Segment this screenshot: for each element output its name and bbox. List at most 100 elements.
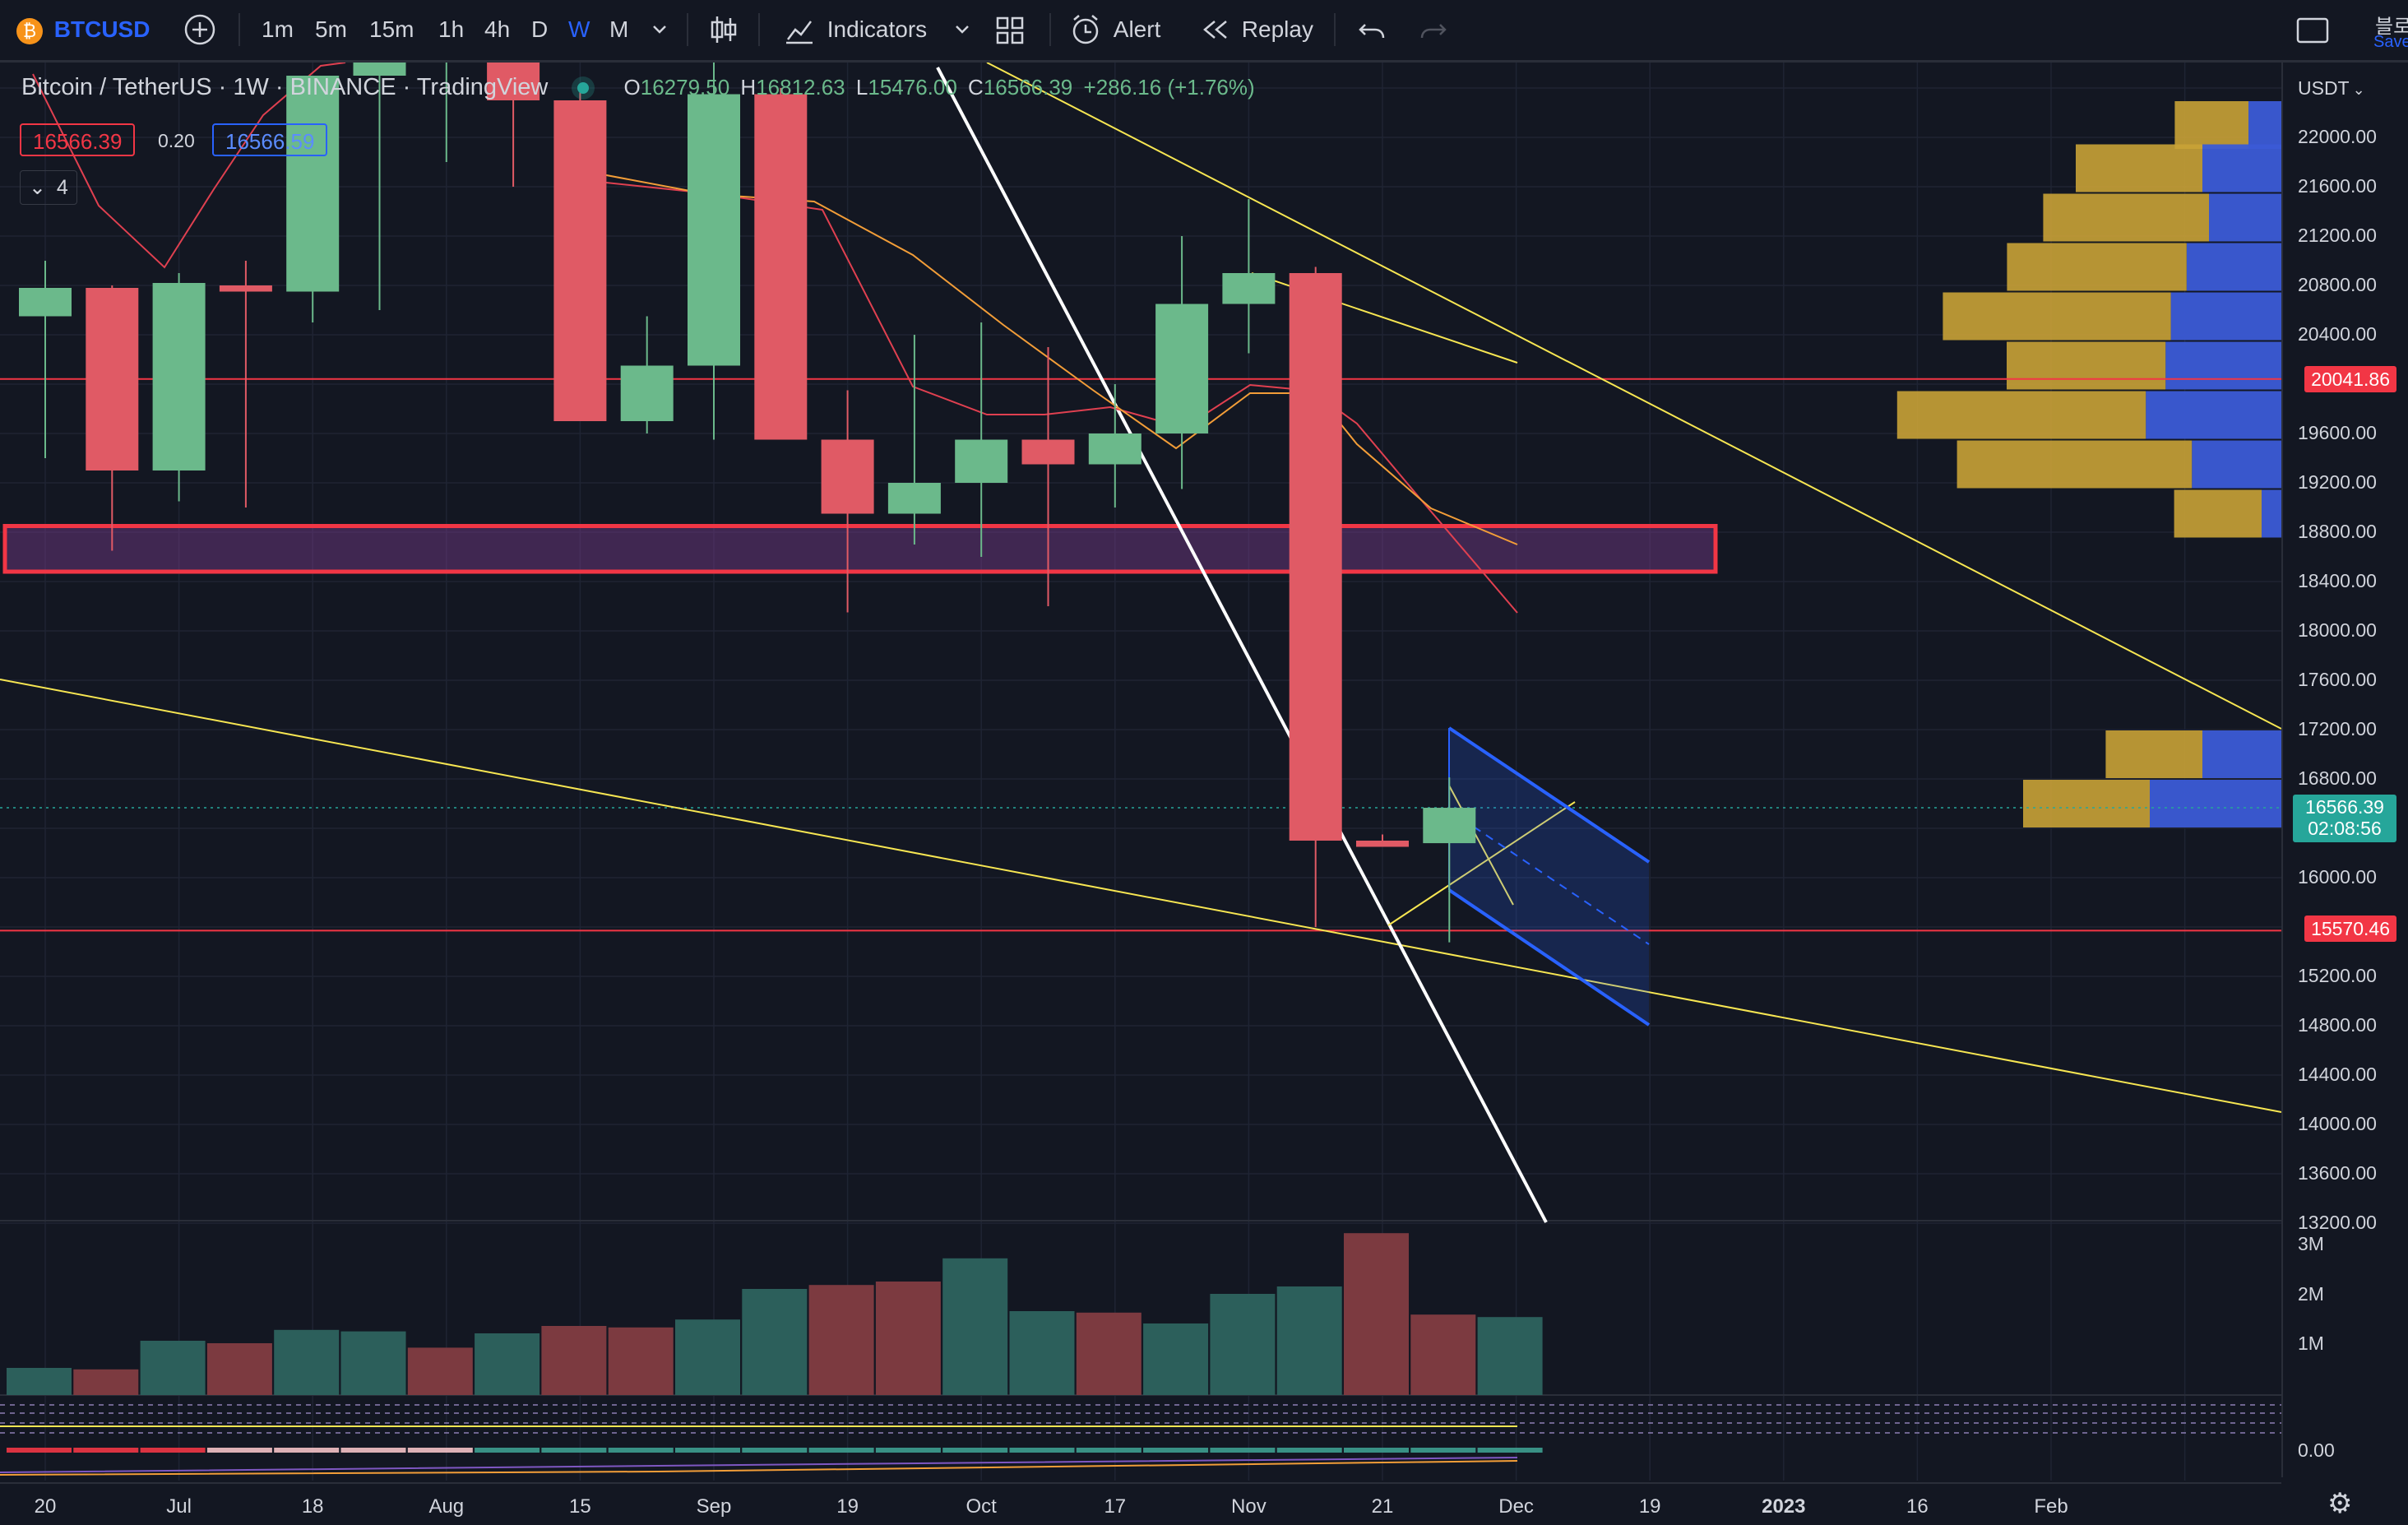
price-tick: 14000.00: [2298, 1113, 2377, 1134]
volume-bar: [7, 1368, 72, 1395]
rewind-icon: [1203, 21, 1227, 39]
interval-1h[interactable]: 1h: [438, 16, 465, 42]
time-tick: Nov: [1231, 1495, 1267, 1518]
time-tick: 18: [301, 1495, 324, 1518]
oscillator-signal: [0, 1460, 1518, 1476]
interval-5m[interactable]: 5m: [315, 16, 347, 42]
candle-type-icon[interactable]: [707, 0, 740, 59]
sell-price-box[interactable]: 16566.39: [20, 123, 136, 156]
volume-bar: [541, 1326, 607, 1395]
last-price-tag: 16566.39 02:08:56: [2293, 795, 2396, 842]
chart-legend: Bitcoin / TetherUS · 1W · BINANCE · Trad…: [21, 74, 1255, 101]
redo-icon[interactable]: [1419, 0, 1448, 59]
trend-segment: [1387, 801, 1576, 926]
interval-d[interactable]: D: [531, 16, 549, 42]
layout-grid-icon[interactable]: [995, 0, 1025, 59]
blog-label[interactable]: 블로그: [2375, 16, 2408, 38]
moving-average-red: [32, 63, 346, 269]
undo-icon[interactable]: [1357, 0, 1387, 59]
legend-open-label: O: [623, 75, 641, 100]
volume-profile-sell: [2150, 780, 2281, 827]
oscillator-histogram: [407, 1448, 473, 1453]
candle-body: [353, 63, 406, 76]
oscillator-histogram: [1410, 1448, 1476, 1453]
time-tick: 17: [1104, 1495, 1127, 1518]
replay-label: Replay: [1241, 16, 1313, 42]
interval-w[interactable]: W: [568, 16, 590, 42]
indicators-label: Indicators: [827, 16, 928, 42]
volume-profile-buy: [1956, 440, 2193, 489]
candle-body: [1423, 808, 1476, 844]
time-tick: 21: [1371, 1495, 1394, 1518]
save-link[interactable]: Save: [2373, 33, 2408, 51]
oscillator-histogram: [274, 1448, 340, 1453]
volume-profile-buy: [2023, 780, 2150, 827]
volume-profile-sell: [2262, 489, 2281, 538]
horizontal-levels: [0, 378, 2281, 932]
symbol-search[interactable]: ₿ BTCUSD: [16, 0, 150, 59]
volume-tick-2m: 2M: [2298, 1283, 2324, 1305]
chart-canvas[interactable]: [0, 63, 2408, 1523]
candle-body: [620, 365, 674, 421]
volume-profile-buy: [2174, 101, 2248, 149]
oscillator-histogram: [675, 1448, 740, 1453]
alarm-clock-icon: [1072, 15, 1099, 44]
fullscreen-icon[interactable]: [2295, 0, 2331, 59]
alert-button[interactable]: Alert: [1069, 0, 1160, 59]
volume-bar: [475, 1333, 540, 1395]
candles: [19, 63, 1476, 943]
price-tick: 15200.00: [2298, 965, 2377, 986]
volume-profile-sell: [2202, 144, 2281, 192]
candle-body: [1088, 433, 1141, 465]
candle-body: [19, 288, 72, 317]
currency-selector[interactable]: USDT ⌄: [2298, 77, 2365, 100]
candle-body: [1021, 439, 1075, 465]
oscillator-histogram: [1143, 1448, 1209, 1453]
legend-title: Bitcoin / TetherUS · 1W · BINANCE · Trad…: [21, 74, 549, 100]
price-scale[interactable]: [2281, 63, 2408, 1477]
price-tick: 18800.00: [2298, 521, 2377, 542]
replay-button[interactable]: Replay: [1199, 0, 1313, 59]
last-price-value: 16566.39: [2305, 796, 2384, 818]
level-low-tag: 15570.46: [2304, 915, 2396, 942]
oscillator-histogram: [541, 1448, 607, 1453]
volume-bar: [206, 1343, 272, 1395]
interval-more-chevron-icon[interactable]: [650, 0, 669, 59]
oscillator-histogram: [808, 1448, 874, 1453]
interval-1m[interactable]: 1m: [262, 16, 294, 42]
indicators-dropdown-chevron-icon[interactable]: [952, 0, 972, 59]
oscillator-histogram: [742, 1448, 808, 1453]
volume-tick-1m: 1M: [2298, 1333, 2324, 1354]
indicators-collapse-button[interactable]: ⌄ 4: [20, 170, 77, 205]
spread-value: 0.20: [158, 130, 195, 151]
price-tick: 22000.00: [2298, 126, 2377, 147]
buy-price-box[interactable]: 16566.59: [212, 123, 328, 156]
interval-15m[interactable]: 15m: [369, 16, 414, 42]
top-toolbar: ₿ BTCUSD 1m 5m 15m 1h 4h D W M Indicator…: [0, 0, 2408, 63]
volume-bar: [1344, 1233, 1409, 1395]
oscillator-histogram: [7, 1448, 72, 1453]
chart-settings-gear-icon[interactable]: ⚙: [2327, 1488, 2353, 1519]
interval-4h[interactable]: 4h: [484, 16, 511, 42]
level-high-tag: 20041.86: [2304, 366, 2396, 392]
volume-bar: [407, 1347, 473, 1395]
time-tick: Oct: [966, 1495, 997, 1518]
legend-close-value: 16566.39: [983, 75, 1073, 100]
oscillator-histogram: [1009, 1448, 1075, 1453]
volume-profile-sell: [2165, 341, 2281, 390]
volume-profile-buy: [2007, 243, 2187, 291]
interval-m[interactable]: M: [609, 16, 629, 42]
time-tick: 16: [1906, 1495, 1929, 1518]
legend-change: +286.16 (+1.76%): [1083, 75, 1255, 100]
volume-profile-buy: [1896, 391, 2146, 439]
channel-upper-line: [1447, 726, 1651, 864]
oscillator-histogram: [1076, 1448, 1141, 1453]
volume-profile-buy: [2076, 144, 2202, 192]
volume-profile-buy: [1943, 292, 2171, 341]
volume-bar: [1276, 1286, 1342, 1395]
indicators-button[interactable]: Indicators: [783, 0, 927, 59]
compare-add-icon[interactable]: [183, 0, 217, 59]
time-scale[interactable]: [0, 1482, 2281, 1525]
channel-mid-line: [1448, 809, 1650, 945]
time-tick: 15: [569, 1495, 591, 1518]
